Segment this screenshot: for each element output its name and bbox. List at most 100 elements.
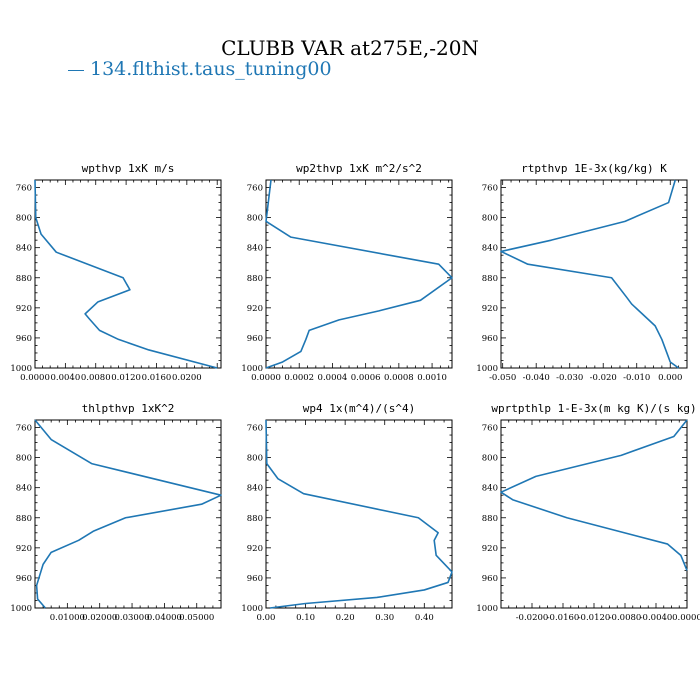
series-line — [34, 419, 222, 609]
x-tick-label: 0.0008 — [384, 373, 414, 383]
y-tick-label: 1000 — [476, 364, 498, 374]
figure-title: CLUBB VAR at275E,-20N — [221, 36, 479, 60]
x-tick-label: 0.20 — [336, 613, 355, 623]
y-tick-label: 800 — [247, 214, 263, 224]
y-tick-label: 800 — [482, 214, 498, 224]
x-tick-label: 0.02000 — [82, 613, 117, 623]
y-tick-label: 760 — [247, 424, 263, 434]
panel-5: wp4 1x(m^4)/(s^4)76080084088092096010000… — [241, 402, 453, 623]
x-tick-label: 0.0002 — [284, 373, 314, 383]
panel-title: thlpthvp 1xK^2 — [82, 402, 175, 415]
y-tick-label: 1000 — [476, 604, 498, 614]
y-tick-label: 840 — [482, 244, 498, 254]
y-tick-label: 1000 — [241, 604, 263, 614]
x-tick-label: 0.0120 — [111, 373, 141, 383]
x-tick-label: 0.05000 — [179, 613, 214, 623]
legend-line-swatch — [68, 69, 84, 71]
series-line — [34, 179, 218, 369]
legend: 134.flthist.taus_tuning00 — [68, 58, 332, 80]
panel-frame — [500, 419, 688, 609]
x-tick-label: 0.0200 — [172, 373, 202, 383]
y-tick-label: 920 — [247, 304, 263, 314]
series-line — [265, 419, 453, 609]
panel-frame — [265, 419, 453, 609]
x-tick-label: -0.030 — [556, 373, 583, 383]
y-tick-label: 960 — [247, 334, 263, 344]
y-tick-label: 760 — [247, 184, 263, 194]
y-tick-label: 960 — [482, 574, 498, 584]
y-tick-label: 920 — [247, 544, 263, 554]
legend-label: 134.flthist.taus_tuning00 — [90, 58, 332, 80]
x-tick-label: -0.0160 — [547, 613, 580, 623]
panel-title: wpthvp 1xK m/s — [82, 162, 175, 175]
y-tick-label: 840 — [16, 244, 32, 254]
y-tick-label: 880 — [482, 514, 498, 524]
x-tick-label: 0.00 — [257, 613, 276, 623]
y-tick-label: 880 — [247, 514, 263, 524]
x-tick-label: 0.0000 — [251, 373, 281, 383]
panel-1: wpthvp 1xK m/s76080084088092096010000.00… — [10, 162, 222, 383]
x-tick-label: -0.020 — [590, 373, 617, 383]
y-tick-label: 880 — [247, 274, 263, 284]
y-tick-label: 920 — [482, 304, 498, 314]
y-tick-label: 920 — [482, 544, 498, 554]
panel-title: wprtpthlp 1-E-3x(m kg K)/(s kg) — [491, 402, 696, 415]
x-tick-label: 0.01000 — [50, 613, 85, 623]
x-tick-label: 0.03000 — [114, 613, 149, 623]
x-tick-label: -0.050 — [489, 373, 516, 383]
panel-frame — [34, 179, 222, 369]
x-tick-label: 0.30 — [375, 613, 394, 623]
y-tick-label: 1000 — [10, 604, 32, 614]
x-tick-label: -0.0120 — [578, 613, 611, 623]
y-tick-label: 1000 — [241, 364, 263, 374]
y-tick-label: 760 — [482, 424, 498, 434]
panel-3: rtpthvp 1E-3x(kg/kg) K 760 800 840 880 920 960… — [476, 162, 688, 383]
series-line — [500, 419, 688, 571]
x-tick-label: 0.0010 — [417, 373, 447, 383]
panel-title: wp4 1x(m^4)/(s^4) — [303, 402, 416, 415]
x-tick-label: 0.0000 — [20, 373, 50, 383]
x-tick-label: 0.10 — [296, 613, 315, 623]
x-tick-label: -0.010 — [623, 373, 650, 383]
x-tick-label: 0.0006 — [351, 373, 381, 383]
x-tick-label: 0.0000 — [672, 613, 700, 623]
y-tick-label: 840 — [247, 484, 263, 494]
panel-title: wp2thvp 1xK m^2/s^2 — [296, 162, 422, 175]
x-tick-label: -0.0040 — [640, 613, 673, 623]
y-tick-label: 760 — [16, 424, 32, 434]
y-tick-label: 760 — [482, 184, 498, 194]
y-tick-label: 920 — [16, 544, 32, 554]
y-tick-label: 880 — [16, 274, 32, 284]
y-tick-label: 800 — [482, 454, 498, 464]
panel-6: wprtpthlp 1-E-3x(m kg K)/(s kg) 760 800 840… — [476, 402, 700, 623]
panel-4: thlpthvp 1xK^2 760 800 840 880 920 960 1000 0.01… — [10, 402, 222, 623]
panel-frame — [34, 419, 222, 609]
y-tick-label: 960 — [16, 334, 32, 344]
y-tick-label: 840 — [16, 484, 32, 494]
x-tick-label: 0.0040 — [50, 373, 80, 383]
y-tick-label: 800 — [247, 454, 263, 464]
y-tick-label: 800 — [16, 454, 32, 464]
x-tick-label: -0.040 — [523, 373, 550, 383]
x-tick-label: 0.000 — [658, 373, 682, 383]
panel-title: rtpthvp 1E-3x(kg/kg) K — [521, 162, 667, 175]
x-tick-label: 0.0080 — [81, 373, 111, 383]
y-tick-label: 800 — [16, 214, 32, 224]
y-tick-label: 1000 — [10, 364, 32, 374]
x-tick-label: -0.0080 — [609, 613, 642, 623]
y-tick-label: 920 — [16, 304, 32, 314]
x-tick-label: -0.0200 — [516, 613, 549, 623]
y-tick-label: 840 — [482, 484, 498, 494]
panel-2: wp2thvp 1xK m^2/s^2 760 800 840 880 920 960 100… — [241, 162, 453, 383]
panel-frame — [265, 179, 453, 369]
series-line — [500, 179, 680, 369]
y-tick-label: 960 — [482, 334, 498, 344]
y-tick-label: 960 — [247, 574, 263, 584]
x-tick-label: 0.04000 — [147, 613, 182, 623]
y-tick-label: 840 — [247, 244, 263, 254]
panel-frame — [500, 179, 688, 369]
x-tick-label: 0.0004 — [318, 373, 348, 383]
y-tick-label: 960 — [16, 574, 32, 584]
